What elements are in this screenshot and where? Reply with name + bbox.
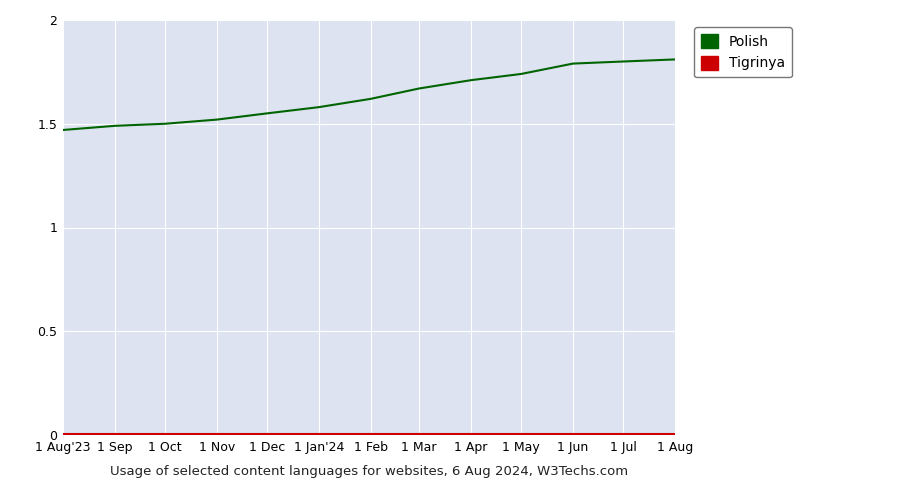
Legend: Polish, Tigrinya: Polish, Tigrinya: [694, 27, 792, 78]
X-axis label: Usage of selected content languages for websites, 6 Aug 2024, W3Techs.com: Usage of selected content languages for …: [110, 464, 628, 477]
